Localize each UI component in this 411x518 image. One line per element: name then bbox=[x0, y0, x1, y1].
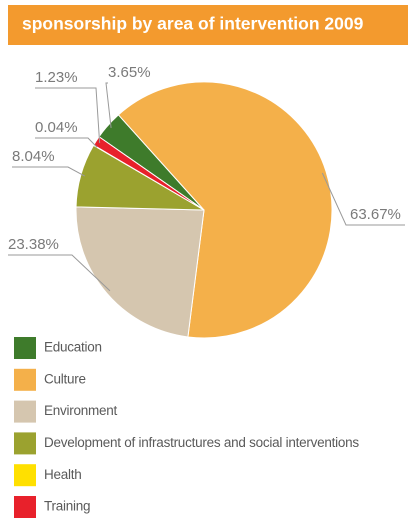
leader-line bbox=[321, 172, 405, 226]
legend-label: Training bbox=[44, 499, 90, 514]
title-bar bbox=[8, 5, 408, 45]
data-label: 1.23% bbox=[35, 69, 78, 86]
leader-line bbox=[8, 254, 111, 292]
legend-swatch bbox=[14, 496, 36, 518]
data-label: 3.65% bbox=[108, 64, 151, 81]
legend-label: Education bbox=[44, 340, 102, 355]
legend-label: Development of infrastructures and socia… bbox=[44, 435, 359, 450]
legend-swatch bbox=[14, 368, 36, 391]
leader-line bbox=[12, 166, 85, 177]
leader-line bbox=[35, 137, 98, 148]
leader-line bbox=[105, 82, 112, 128]
data-label: 63.67% bbox=[350, 206, 401, 223]
pie-slice bbox=[117, 81, 333, 339]
data-label: 8.04% bbox=[12, 148, 55, 165]
legend-label: Culture bbox=[44, 371, 86, 386]
legend-swatch bbox=[14, 337, 36, 359]
pie-slice bbox=[75, 206, 205, 338]
leader-line bbox=[35, 87, 101, 144]
legend-swatch bbox=[14, 400, 36, 423]
data-label: 23.38% bbox=[8, 236, 59, 253]
legend-swatch bbox=[14, 464, 36, 487]
data-label: 0.04% bbox=[35, 119, 78, 136]
legend-label: Environment bbox=[44, 403, 118, 418]
legend-label: Health bbox=[44, 467, 82, 482]
legend-swatch bbox=[14, 432, 36, 455]
chart-title: sponsorship by area of intervention 2009 bbox=[22, 14, 364, 34]
